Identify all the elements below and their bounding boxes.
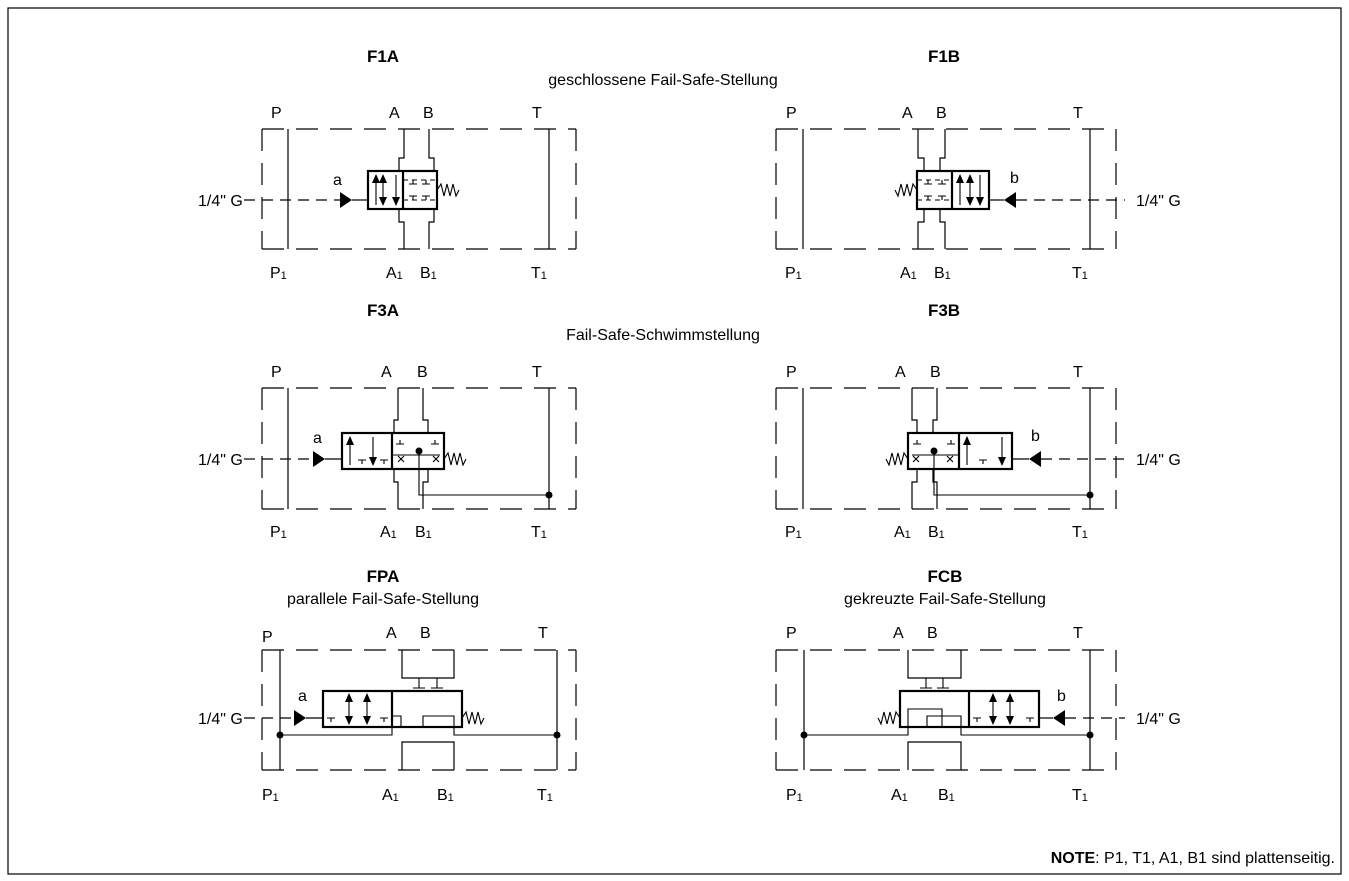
port-a: A — [895, 364, 906, 381]
pilot-label-a: a — [333, 172, 342, 189]
title-f1a: F1A — [367, 47, 399, 66]
pilot-label-a: a — [298, 688, 307, 705]
thread-label: 1/4" G — [198, 452, 243, 469]
port-p1: P1 — [785, 265, 802, 282]
port-p: P — [786, 105, 797, 122]
port-a1: A1 — [380, 524, 397, 541]
port-p: P — [271, 364, 282, 381]
port-t: T — [538, 625, 548, 642]
port-b: B — [423, 105, 434, 122]
port-a1: A1 — [900, 265, 917, 282]
port-b: B — [417, 364, 428, 381]
port-p1: P1 — [262, 787, 279, 804]
port-a1: A1 — [382, 787, 399, 804]
port-b: B — [930, 364, 941, 381]
port-t: T — [532, 105, 542, 122]
port-b1: B1 — [938, 787, 955, 804]
thread-label: 1/4" G — [1136, 711, 1181, 728]
subtitle-fcb: gekreuzte Fail-Safe-Stellung — [844, 591, 1046, 608]
pilot-label-b: b — [1031, 428, 1040, 445]
title-f1b: F1B — [928, 47, 960, 66]
port-p: P — [271, 105, 282, 122]
pilot-label-b: b — [1010, 170, 1019, 187]
note-label: NOTE — [1050, 850, 1096, 867]
title-fpa: FPA — [367, 567, 400, 586]
thread-label: 1/4" G — [198, 193, 243, 210]
title-fcb: FCB — [928, 567, 963, 586]
port-t1: T1 — [537, 787, 553, 804]
port-t: T — [1073, 364, 1083, 381]
port-b1: B1 — [928, 524, 945, 541]
port-t: T — [1073, 625, 1083, 642]
port-a: A — [381, 364, 392, 381]
subtitle-row1: geschlossene Fail-Safe-Stellung — [548, 72, 777, 89]
schematic-fcb: b 1/4" G P A B T P1 A1 B1 T1 — [775, 625, 1181, 804]
port-p1: P1 — [786, 787, 803, 804]
thread-label: 1/4" G — [198, 711, 243, 728]
port-a: A — [893, 625, 904, 642]
port-a1: A1 — [891, 787, 908, 804]
note-text: : P1, T1, A1, B1 sind plattenseitig. — [1095, 850, 1335, 867]
schematic-f3b: b 1/4" G P A B T P1 A1 B1 T1 — [775, 364, 1181, 541]
subtitle-row2: Fail-Safe-Schwimmstellung — [566, 327, 760, 344]
port-p: P — [786, 625, 797, 642]
port-p1: P1 — [270, 524, 287, 541]
port-t1: T1 — [531, 524, 547, 541]
port-b: B — [936, 105, 947, 122]
note: NOTE: P1, T1, A1, B1 sind plattenseitig. — [1051, 850, 1335, 868]
schematic-f3a: a 1/4" G P A B T P1 A1 B1 T1 — [198, 364, 577, 541]
pilot-label-b: b — [1057, 688, 1066, 705]
port-b1: B1 — [437, 787, 454, 804]
thread-label: 1/4" G — [1136, 452, 1181, 469]
port-b: B — [420, 625, 431, 642]
thread-label: 1/4" G — [1136, 193, 1181, 210]
subtitle-fpa: parallele Fail-Safe-Stellung — [287, 591, 479, 608]
schematic-fpa: a 1/4" G P A B T P1 A1 B1 T1 — [198, 625, 577, 804]
port-t: T — [532, 364, 542, 381]
port-t: T — [1073, 105, 1083, 122]
port-p1: P1 — [270, 265, 287, 282]
port-b1: B1 — [934, 265, 951, 282]
port-t1: T1 — [1072, 265, 1088, 282]
port-a: A — [389, 105, 400, 122]
port-a: A — [386, 625, 397, 642]
outer-border — [7, 7, 1342, 875]
port-b1: B1 — [420, 265, 437, 282]
title-f3a: F3A — [367, 301, 399, 320]
port-p: P — [786, 364, 797, 381]
schematic-f1b: b 1/4" G P A B T P1 A1 B1 T1 — [775, 105, 1181, 282]
schematic-f1a: a 1/4" G P A B T P1 A1 B1 T1 — [198, 105, 577, 282]
port-a1: A1 — [386, 265, 403, 282]
port-b: B — [927, 625, 938, 642]
port-p1: P1 — [785, 524, 802, 541]
port-t1: T1 — [531, 265, 547, 282]
port-t1: T1 — [1072, 787, 1088, 804]
port-b1: B1 — [415, 524, 432, 541]
port-a1: A1 — [894, 524, 911, 541]
port-t1: T1 — [1072, 524, 1088, 541]
port-p: P — [262, 629, 273, 646]
pilot-label-a: a — [313, 430, 322, 447]
title-f3b: F3B — [928, 301, 960, 320]
port-a: A — [902, 105, 913, 122]
